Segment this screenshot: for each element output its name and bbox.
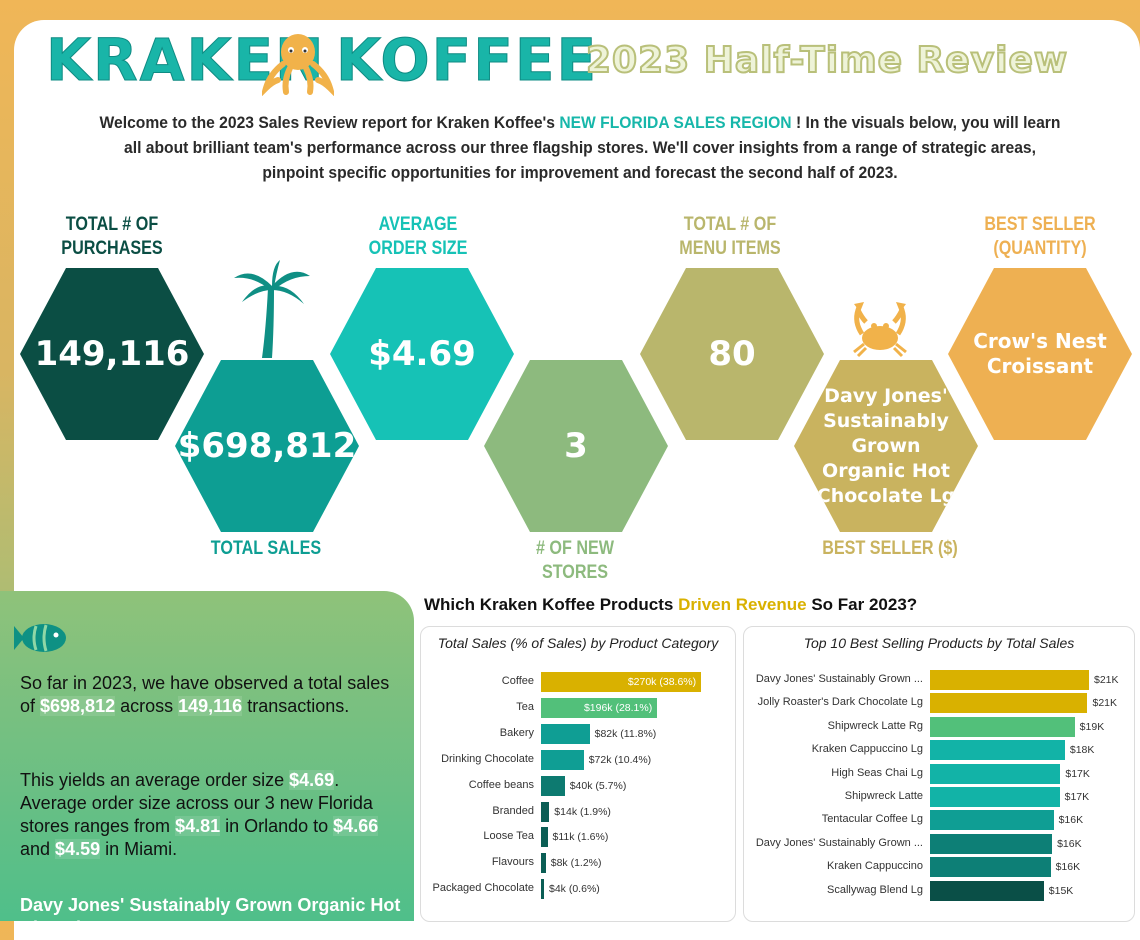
bar-label: Packaged Chocolate bbox=[432, 882, 534, 895]
bar[interactable] bbox=[930, 787, 1060, 807]
bar[interactable] bbox=[541, 801, 550, 822]
kpi-label-sales: TOTAL SALES bbox=[210, 538, 322, 559]
bar-label: Kraken Cappuccino bbox=[826, 860, 923, 873]
bar-value-label: $17K bbox=[1064, 791, 1090, 803]
category-chart-title: Total Sales (% of Sales) by Product Cate… bbox=[437, 635, 719, 651]
kpi-label-menu-items: TOTAL # OF MENU ITEMS bbox=[679, 214, 781, 259]
bar-value-label: $4k (0.6%) bbox=[549, 883, 600, 896]
bar-value-label: $40k (5.7%) bbox=[569, 779, 627, 792]
bar-value-label: $19K bbox=[1079, 720, 1105, 733]
bar-label: Shipwreck Latte bbox=[844, 790, 923, 802]
bar-label: Shipwreck Latte Rg bbox=[827, 719, 923, 732]
kpi-value-best-seller-dollar: Davy Jones' Sustainably Grown Organic Ho… bbox=[816, 384, 956, 507]
summary-panel bbox=[0, 591, 414, 921]
summary-avg-text: This yields an average order size $4.69.… bbox=[20, 770, 379, 859]
bar[interactable] bbox=[930, 880, 1044, 901]
bar-value-label: $16K bbox=[1057, 837, 1082, 850]
bar-value-label: $17K bbox=[1065, 767, 1090, 780]
fish-icon bbox=[14, 624, 66, 652]
bar-value-label: $270k (38.6%) bbox=[627, 676, 697, 688]
kpi-value-best-seller-qty: Crow's Nest Croissant bbox=[973, 329, 1107, 378]
bar-label: Kraken Cappuccino Lg bbox=[811, 743, 923, 756]
bar-label: Drinking Chocolate bbox=[441, 752, 534, 765]
bar[interactable] bbox=[541, 775, 565, 796]
bar-value-label: $11k (1.6%) bbox=[552, 831, 609, 844]
bar-value-label: $14k (1.9%) bbox=[554, 805, 611, 818]
bar-value-label: $21K bbox=[1094, 674, 1119, 686]
kpi-label-new-stores: # OF NEW STORES bbox=[535, 538, 615, 583]
kpi-hex-best-seller-dollar: Davy Jones' Sustainably Grown Organic Ho… bbox=[794, 360, 978, 532]
bar-value-label: $16K bbox=[1055, 861, 1081, 874]
crab-icon bbox=[853, 302, 907, 358]
bar-value-label: $8k (1.2%) bbox=[550, 857, 602, 870]
bar-label: Davy Jones' Sustainably Grown ... bbox=[755, 836, 923, 849]
bar[interactable] bbox=[541, 853, 546, 874]
bar-label: Flavours bbox=[491, 856, 534, 869]
kpi-value-avg-order: $4.69 bbox=[368, 334, 476, 374]
page-title: 2023 Half-Time Review bbox=[585, 39, 1069, 82]
intro-paragraph: Welcome to the 2023 Sales Review report … bbox=[99, 113, 1061, 182]
bar-value-label: $82k (11.8%) bbox=[594, 727, 657, 740]
logo-right: KOFFEE bbox=[335, 26, 599, 94]
bar[interactable] bbox=[930, 833, 1053, 854]
bar[interactable] bbox=[930, 693, 1088, 714]
kpi-hex-new-stores: 3 bbox=[484, 360, 668, 532]
bar[interactable] bbox=[541, 827, 548, 848]
bar-value-label: $18K bbox=[1069, 744, 1095, 757]
bar-value-label: $72k (10.4%) bbox=[588, 753, 652, 766]
kpi-label-avg-order: AVERAGE ORDER SIZE bbox=[368, 214, 468, 259]
kpi-label-purchases: TOTAL # OF PURCHASES bbox=[61, 214, 163, 259]
kpi-value-purchases: 149,116 bbox=[34, 334, 190, 374]
bar[interactable] bbox=[541, 723, 590, 744]
bar[interactable] bbox=[541, 672, 702, 692]
kpi-hex-menu-items: 80 bbox=[640, 268, 824, 440]
top-products-chart-title: Top 10 Best Selling Products by Total Sa… bbox=[803, 635, 1075, 651]
category-chart-panel: Total Sales (% of Sales) by Product Cate… bbox=[420, 626, 736, 922]
kpi-label-best-seller-qty: BEST SELLER (QUANTITY) bbox=[984, 214, 1096, 259]
octopus-icon bbox=[262, 34, 334, 96]
bar-label: Davy Jones' Sustainably Grown ... bbox=[755, 673, 923, 685]
kpi-value-menu-items: 80 bbox=[708, 334, 756, 374]
bar-value-label: $196k (28.1%) bbox=[583, 701, 653, 714]
bar[interactable] bbox=[541, 749, 584, 770]
kpi-label-best-seller-dollar: BEST SELLER ($) bbox=[822, 538, 958, 559]
bar-label: Loose Tea bbox=[483, 830, 534, 843]
bar-label: Branded bbox=[492, 804, 534, 817]
intro-highlight: NEW FLORIDA SALES REGION bbox=[559, 113, 792, 132]
summary-best-seller-text: Davy Jones' Sustainably Grown Organic Ho… bbox=[20, 895, 401, 938]
section-title: Which Kraken Koffee Products Driven Reve… bbox=[424, 595, 918, 614]
bar[interactable] bbox=[930, 716, 1075, 737]
bar-label: Tentacular Coffee Lg bbox=[821, 813, 923, 826]
bar-label: Coffee bbox=[501, 675, 534, 687]
bar-label: Tea bbox=[516, 700, 534, 713]
bar-label: Bakery bbox=[499, 726, 534, 739]
kpi-value-sales: $698,812 bbox=[177, 426, 357, 466]
bar[interactable] bbox=[541, 697, 658, 718]
bar-value-label: $15K bbox=[1048, 884, 1074, 897]
top-products-chart-panel: Top 10 Best Selling Products by Total Sa… bbox=[743, 626, 1135, 922]
bar-label: High Seas Chai Lg bbox=[831, 766, 923, 779]
palm-tree-icon bbox=[234, 260, 310, 358]
bar[interactable] bbox=[930, 810, 1054, 831]
bar[interactable] bbox=[541, 879, 544, 900]
bar[interactable] bbox=[930, 857, 1051, 878]
bar[interactable] bbox=[930, 740, 1065, 761]
summary-sales-text: So far in 2023, we have observed a total… bbox=[20, 673, 390, 716]
bar-label: Scallywag Blend Lg bbox=[826, 883, 923, 896]
bar-label: Coffee beans bbox=[468, 778, 534, 791]
bar-label: Jolly Roaster's Dark Chocolate Lg bbox=[757, 696, 923, 709]
bar[interactable] bbox=[930, 670, 1089, 690]
bar-value-label: $16K bbox=[1058, 814, 1084, 827]
bar[interactable] bbox=[930, 763, 1061, 784]
kpi-value-new-stores: 3 bbox=[564, 426, 588, 466]
bar-value-label: $21K bbox=[1092, 697, 1118, 710]
